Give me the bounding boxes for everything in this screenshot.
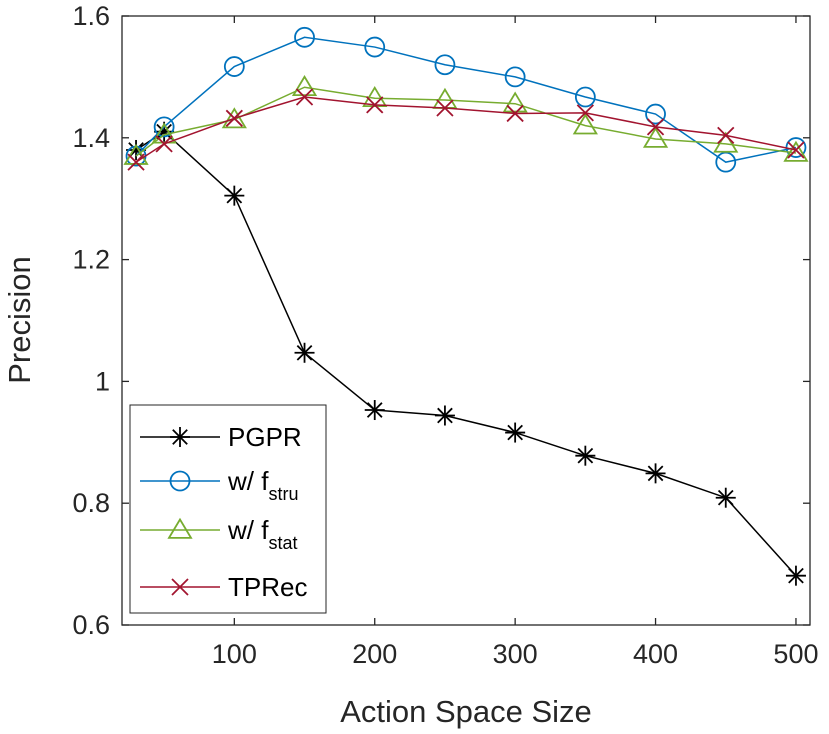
- marker-stroke: [226, 187, 243, 204]
- marker-stroke: [171, 578, 189, 596]
- data-point-asterisk: [364, 400, 385, 421]
- y-tick-label: 1.4: [72, 123, 110, 153]
- data-point-triangle: [123, 143, 149, 165]
- marker-stroke: [787, 141, 805, 159]
- data-point-asterisk: [645, 463, 666, 484]
- legend-label-main: w/ f: [227, 466, 269, 496]
- y-tick-label: 1.2: [72, 245, 110, 275]
- marker-stroke: [366, 402, 383, 418]
- legend-label: w/ fstru: [227, 466, 298, 504]
- series-x: [127, 88, 805, 171]
- data-point-asterisk: [785, 565, 806, 586]
- y-tick-label: 0.8: [72, 488, 110, 518]
- data-point-circle: [364, 36, 386, 58]
- data-point-triangle: [502, 91, 528, 113]
- legend-label-subscript: stat: [268, 533, 297, 553]
- marker-stroke: [647, 465, 664, 482]
- x-axis-title: Action Space Size: [340, 694, 592, 729]
- data-point-asterisk: [715, 487, 736, 508]
- data-point-asterisk: [505, 422, 526, 443]
- x-tick-label: 200: [352, 639, 397, 669]
- y-tick-label: 0.6: [72, 610, 110, 640]
- marker-stroke: [127, 153, 145, 171]
- data-point-triangle: [713, 131, 739, 153]
- series-asterisk: [126, 121, 806, 586]
- y-tick-label: 1: [95, 366, 110, 396]
- data-point-triangle: [221, 107, 247, 129]
- data-point-triangle: [572, 113, 598, 135]
- data-point-asterisk: [575, 445, 596, 466]
- legend-label: PGPR: [228, 422, 302, 452]
- data-point-circle: [223, 56, 245, 77]
- data-point-circle: [294, 26, 315, 48]
- data-point-circle: [169, 470, 191, 492]
- data-point-triangle: [291, 75, 318, 97]
- series-line: [135, 86, 797, 157]
- data-point-asterisk: [434, 405, 455, 426]
- data-point-circle: [504, 66, 526, 88]
- data-point-x: [787, 141, 805, 159]
- data-point-asterisk: [224, 185, 245, 206]
- data-point-circle: [153, 116, 175, 138]
- marker-stroke: [646, 118, 665, 136]
- legend-entry: PGPR: [140, 422, 302, 452]
- data-point-asterisk: [170, 427, 190, 447]
- marker-stroke: [717, 126, 735, 145]
- data-point-x: [171, 578, 189, 596]
- data-point-triangle: [783, 140, 809, 162]
- marker-stroke: [576, 104, 594, 122]
- x-tick-label: 400: [633, 639, 678, 669]
- x-tick-label: 100: [212, 639, 257, 669]
- legend-entry: w/ fstat: [140, 515, 297, 553]
- marker-stroke: [366, 96, 384, 114]
- legend-entry: w/ fstru: [140, 466, 298, 504]
- marker-stroke: [295, 88, 314, 106]
- data-point-triangle: [167, 517, 193, 539]
- legend-label: TPRec: [228, 572, 307, 602]
- data-point-triangle: [642, 126, 669, 148]
- x-axis: 100 200 300 400 500: [212, 16, 818, 669]
- legend-label-subscript: stru: [268, 484, 298, 504]
- data-point-circle: [574, 86, 596, 108]
- legend-box: [129, 404, 327, 614]
- data-point-x: [225, 109, 243, 127]
- marker-stroke: [717, 489, 734, 506]
- data-point-asterisk: [294, 342, 315, 363]
- data-point-x: [576, 104, 594, 122]
- data-point-x: [127, 153, 145, 171]
- marker-stroke: [507, 424, 523, 441]
- legend-entry: TPRec: [140, 572, 307, 602]
- data-point-circle: [645, 103, 666, 125]
- x-tick-label: 500: [773, 639, 818, 669]
- series-layer: [123, 26, 809, 586]
- legend-label-main: PGPR: [228, 422, 302, 452]
- marker-stroke: [788, 567, 804, 584]
- marker-stroke: [506, 104, 524, 123]
- data-point-x: [717, 126, 735, 145]
- marker-stroke: [155, 135, 173, 153]
- x-tick-label: 300: [493, 639, 538, 669]
- data-point-circle: [434, 54, 456, 76]
- marker-stroke: [437, 407, 453, 424]
- marker-stroke: [225, 109, 243, 127]
- y-tick-label: 1.6: [72, 1, 110, 31]
- marker-stroke: [172, 429, 188, 445]
- marker-stroke: [296, 344, 313, 361]
- y-axis-title: Precision: [2, 256, 37, 384]
- marker-stroke: [577, 447, 594, 464]
- data-point-x: [155, 135, 173, 153]
- data-point-x: [436, 99, 454, 117]
- data-point-x: [366, 96, 384, 114]
- legend-label: w/ fstat: [227, 515, 297, 553]
- marker-stroke: [156, 123, 172, 140]
- marker-stroke: [436, 99, 454, 117]
- data-point-x: [295, 88, 314, 106]
- data-point-x: [506, 104, 524, 123]
- legend-label-main: w/ f: [227, 515, 269, 545]
- legend-label-main: TPRec: [228, 572, 307, 602]
- data-point-x: [646, 118, 665, 136]
- y-axis: 0.6 0.8 1 1.2 1.4 1.6: [72, 1, 810, 640]
